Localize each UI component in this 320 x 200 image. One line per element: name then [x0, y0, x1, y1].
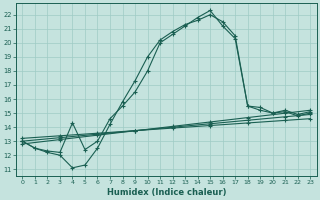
X-axis label: Humidex (Indice chaleur): Humidex (Indice chaleur)	[107, 188, 226, 197]
